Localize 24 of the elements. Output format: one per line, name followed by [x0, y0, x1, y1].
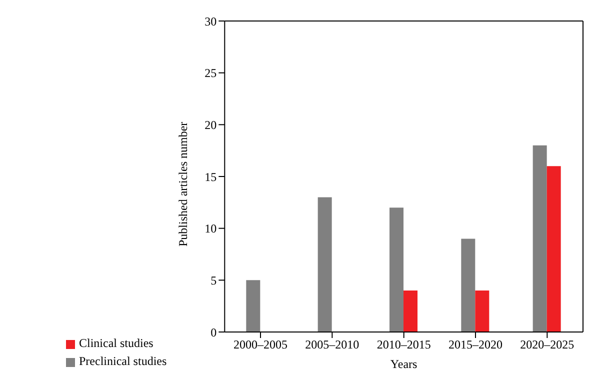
y-tick-label: 0 [210, 325, 217, 340]
bar [475, 290, 490, 332]
bar [246, 280, 260, 332]
y-tick-label: 5 [210, 273, 217, 288]
y-tick-label: 20 [204, 118, 217, 132]
y-tick-label: 30 [204, 14, 217, 28]
y-tick-label: 10 [204, 222, 217, 236]
bar [318, 197, 332, 332]
y-tick-label: 25 [204, 66, 217, 80]
x-tick-label: 2005–2010 [305, 338, 360, 352]
y-axis-title: Published articles number [176, 122, 190, 246]
x-tick-label: 2020–2025 [520, 338, 574, 352]
x-axis-title: Years [390, 357, 418, 371]
bar [546, 166, 561, 332]
x-tick-label: 2000–2005 [233, 338, 288, 352]
bar [389, 208, 404, 332]
bar [461, 238, 476, 332]
bar [532, 145, 547, 332]
x-tick-label: 2015–2020 [448, 338, 502, 352]
y-tick-label: 15 [204, 170, 217, 184]
legend-label: Clinical studies [79, 336, 154, 350]
bar [403, 290, 418, 332]
x-tick-label: 2010–2015 [376, 338, 431, 352]
legend-label: Preclinical studies [79, 354, 167, 368]
